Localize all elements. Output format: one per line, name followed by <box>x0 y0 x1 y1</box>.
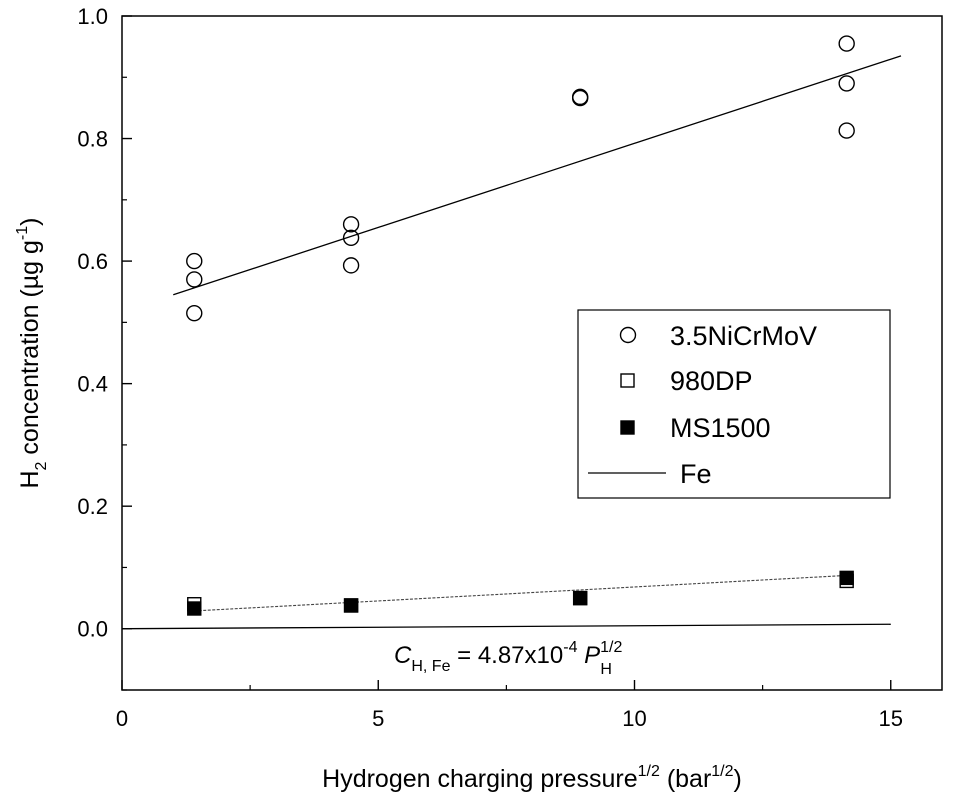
point-3-5nicrmov <box>571 89 589 107</box>
legend-marker-open-circle <box>619 326 637 344</box>
legend-label: 3.5NiCrMoV <box>670 321 817 351</box>
point-3-5nicrmov <box>186 252 203 270</box>
legend-marker-filled-square <box>620 420 635 435</box>
fit-line-fe <box>121 623 891 630</box>
legend-label: MS1500 <box>670 413 771 443</box>
y-axis-title: H2 concentration (µg g-1) <box>14 217 50 488</box>
x-tick-label: 0 <box>116 706 128 731</box>
x-tick-label: 5 <box>372 706 384 731</box>
fit-line-ms1500 <box>194 574 847 612</box>
point-3-5nicrmov <box>571 88 589 106</box>
y-tick-label: 0.4 <box>77 372 108 397</box>
point-3-5nicrmov <box>342 216 360 233</box>
point-ms1500 <box>572 590 588 606</box>
x-tick-label: 10 <box>622 706 646 731</box>
legend: 3.5NiCrMoV 980DP MS1500 Fe <box>577 309 891 499</box>
data-markers <box>186 35 855 616</box>
legend-item-fe: Fe <box>588 459 712 489</box>
point-3-5nicrmov <box>186 304 203 322</box>
y-tick-label: 0.2 <box>77 494 108 519</box>
fe-equation-annotation: CH, Fe = 4.87x10-4 P1/2 H <box>394 639 623 678</box>
y-tick-label: 0.0 <box>77 617 108 642</box>
point-3-5nicrmov <box>838 75 855 92</box>
point-3-5nicrmov <box>838 35 855 52</box>
x-axis-title: Hydrogen charging pressure1/2 (bar1/2) <box>322 763 742 793</box>
point-3-5nicrmov <box>838 122 855 139</box>
y-tick-label: 0.8 <box>77 127 108 152</box>
legend-item-980dp: 980DP <box>620 366 753 396</box>
point-3-5nicrmov <box>342 257 360 274</box>
y-tick-label: 1.0 <box>77 4 108 29</box>
fit-lines <box>121 55 902 630</box>
legend-item-3-5nicrmov: 3.5NiCrMoV <box>619 321 817 351</box>
legend-marker-open-square <box>620 373 635 388</box>
point-ms1500 <box>187 601 202 616</box>
point-ms1500 <box>343 598 359 613</box>
x-tick-label: 15 <box>879 706 903 731</box>
point-3-5nicrmov <box>186 271 203 288</box>
y-axis-ticks: 0.0 0.2 0.4 0.6 0.8 1.0 <box>77 4 132 691</box>
legend-item-ms1500: MS1500 <box>620 413 771 443</box>
plot-frame <box>121 15 943 691</box>
x-axis-ticks: 0 5 10 15 <box>116 680 903 731</box>
point-ms1500 <box>839 570 854 586</box>
point-3-5nicrmov <box>342 229 360 247</box>
y-tick-label: 0.6 <box>77 249 108 274</box>
legend-label: Fe <box>680 459 712 489</box>
fit-line-3-5nicrmov <box>173 55 902 296</box>
legend-label: 980DP <box>670 366 753 396</box>
